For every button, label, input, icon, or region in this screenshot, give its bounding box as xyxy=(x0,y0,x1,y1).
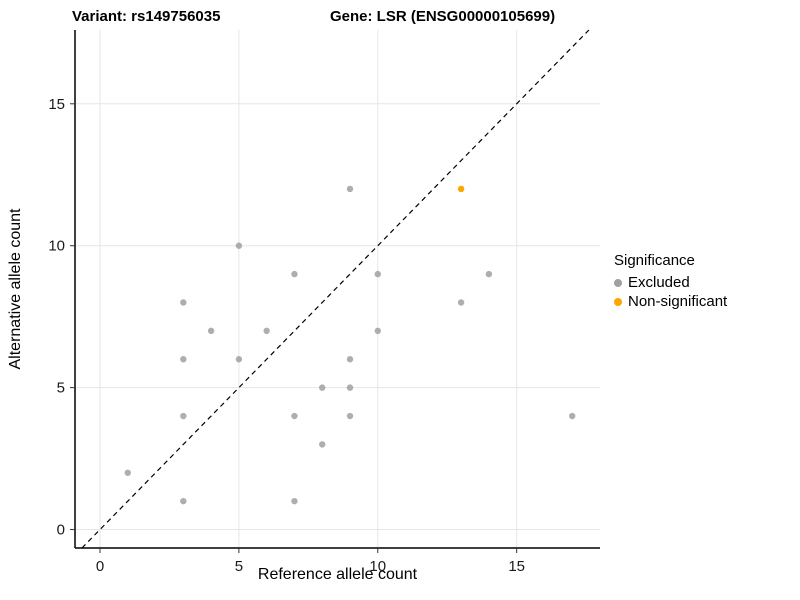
data-point-excluded xyxy=(291,270,298,278)
y-tick-label: 15 xyxy=(48,96,65,113)
data-point-excluded xyxy=(346,185,354,193)
y-tick-label: 0 xyxy=(57,522,65,539)
legend: Significance Excluded Non-significant xyxy=(614,252,727,311)
x-tick-label: 0 xyxy=(96,558,104,575)
data-point-excluded xyxy=(569,412,576,420)
data-point-excluded xyxy=(180,299,187,306)
data-point-excluded xyxy=(263,327,270,335)
data-point-excluded xyxy=(291,412,298,420)
data-point-excluded xyxy=(180,412,187,420)
data-point-excluded xyxy=(180,356,187,363)
data-point-excluded xyxy=(235,356,243,363)
x-axis-label: Reference allele count xyxy=(257,566,418,583)
data-point-non-significant xyxy=(457,185,465,193)
data-point-excluded xyxy=(207,327,215,335)
y-axis-label: Alternative allele count xyxy=(7,208,24,370)
legend-item: Non-significant xyxy=(614,292,727,311)
chart-title-variant: Variant: rs149756035 xyxy=(72,8,221,25)
legend-swatch xyxy=(614,278,622,287)
data-point-excluded xyxy=(346,356,354,363)
identity-line xyxy=(81,29,590,549)
y-tick-label: 5 xyxy=(57,380,65,397)
x-tick-label: 15 xyxy=(508,558,525,575)
data-point-excluded xyxy=(346,412,354,420)
x-tick-label: 10 xyxy=(369,558,386,575)
legend-title: Significance xyxy=(614,252,695,269)
data-point-excluded xyxy=(485,270,493,278)
legend-label: Excluded xyxy=(628,274,690,291)
x-tick-label: 5 xyxy=(235,558,243,575)
data-point-excluded xyxy=(319,441,326,448)
y-tick-label: 10 xyxy=(48,238,65,255)
legend-swatch xyxy=(614,297,622,306)
data-point-excluded xyxy=(457,299,465,306)
data-point-excluded xyxy=(124,469,131,476)
data-point-excluded xyxy=(346,384,354,391)
data-point-excluded xyxy=(291,497,298,505)
chart-title-gene: Gene: LSR (ENSG00000105699) xyxy=(330,8,556,25)
data-point-excluded xyxy=(374,270,381,278)
data-point-excluded xyxy=(319,384,326,391)
legend-label: Non-significant xyxy=(628,293,728,310)
data-point-excluded xyxy=(235,242,243,249)
legend-items: Excluded Non-significant xyxy=(614,273,727,311)
data-point-excluded xyxy=(180,497,187,505)
legend-item: Excluded xyxy=(614,273,727,292)
data-point-excluded xyxy=(374,327,381,335)
